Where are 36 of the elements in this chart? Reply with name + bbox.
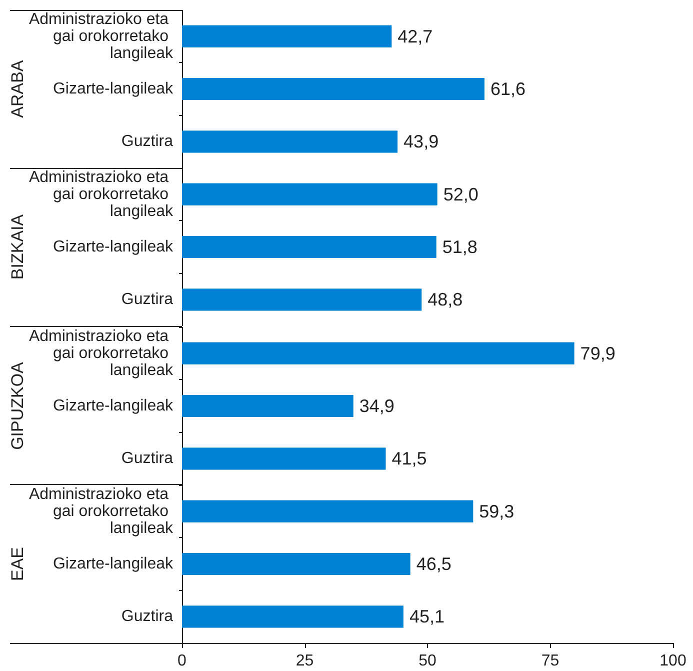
- data-label: 59,3: [479, 501, 514, 522]
- y-tick-label: Gizarte-langileak: [52, 555, 174, 572]
- data-label: 41,5: [392, 448, 427, 468]
- y-tick-label: Administrazioko eta gai orokorretako langileak: [28, 169, 174, 220]
- data-label: 79,9: [580, 342, 616, 363]
- data-label: 48,8: [428, 290, 463, 310]
- bar: [182, 552, 410, 575]
- data-label: 34,9: [359, 396, 394, 416]
- x-tick-label: 25: [296, 652, 314, 670]
- bar: [182, 500, 474, 522]
- bar: [182, 605, 404, 628]
- x-tick-label: 75: [541, 652, 560, 670]
- data-label: 61,6: [490, 79, 526, 99]
- data-label: 46,5: [416, 554, 452, 574]
- y-axis-title: EAE: [8, 546, 27, 581]
- x-tick-label: 0: [178, 652, 187, 670]
- x-tick-label: 100: [660, 652, 686, 670]
- data-label: 51,8: [442, 237, 478, 258]
- y-axis-title: GIPUZKOA: [8, 360, 27, 450]
- y-tick-label: Administrazioko eta gai orokorretako langileak: [28, 327, 174, 378]
- y-tick-label: Guztira: [121, 133, 174, 150]
- y-axis-title: BIZKAIA: [8, 214, 27, 280]
- data-label: 42,7: [398, 26, 433, 46]
- data-label: 52,0: [443, 184, 478, 205]
- y-tick-label: Gizarte-langileak: [52, 80, 174, 98]
- y-tick-label: Guztira: [121, 450, 174, 467]
- y-tick-label: Administrazioko eta gai orokorretako langileak: [28, 486, 174, 537]
- y-tick-label: Guztira: [121, 608, 174, 625]
- x-tick-label: 50: [418, 652, 436, 670]
- y-tick-label: Gizarte-langileak: [52, 238, 174, 256]
- data-label: 43,9: [404, 132, 439, 152]
- y-axis-title: ARABA: [8, 60, 27, 118]
- y-tick-label: Administrazioko eta gai orokorretako langileak: [28, 10, 174, 62]
- data-label: 45,1: [409, 606, 444, 626]
- y-tick-label: Gizarte-langileak: [52, 397, 174, 414]
- y-tick-label: Guztira: [121, 291, 174, 308]
